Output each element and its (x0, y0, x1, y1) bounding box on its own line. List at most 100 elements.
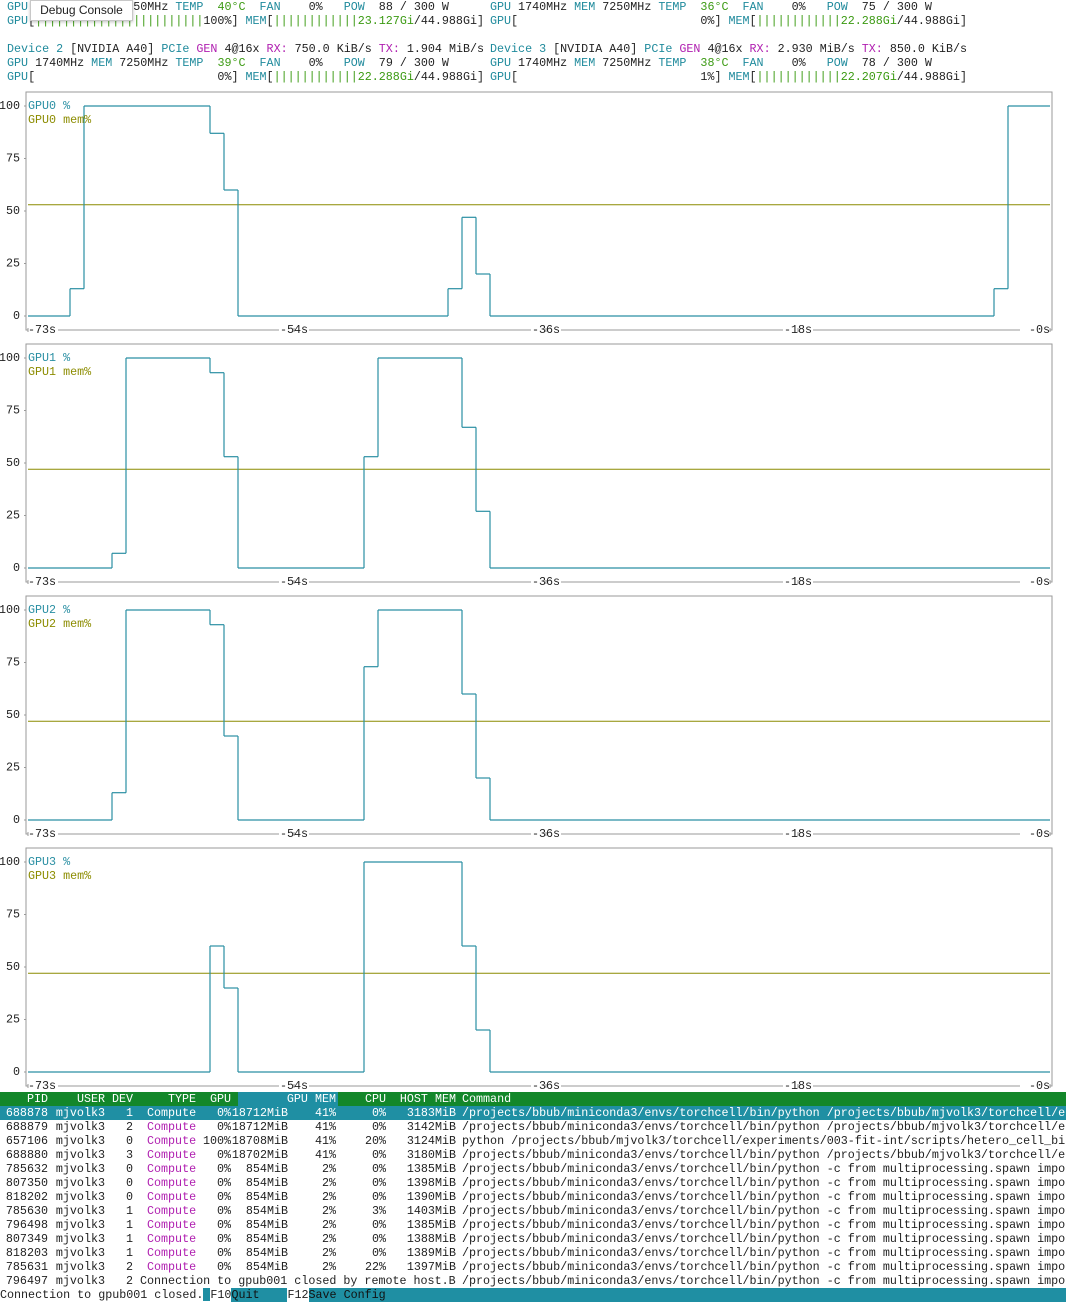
text-segment: 7250MHz (595, 56, 652, 70)
x-tick-label-bg (28, 576, 58, 588)
cell: 1 (125, 1106, 133, 1120)
cell: 807349 (5, 1232, 48, 1246)
x-tick-label: -0s (1029, 323, 1050, 337)
cell: 1 (125, 1204, 133, 1218)
cell: 3% (371, 1204, 386, 1218)
text-segment: POW (322, 56, 365, 70)
legend-mem: GPU2 mem% (28, 617, 92, 631)
cell: 2% (321, 1246, 336, 1260)
column-header: PID (26, 1092, 48, 1106)
cell: mjvolk3 (55, 1260, 105, 1274)
y-tick-label: 75 (6, 404, 20, 418)
x-tick-label-bg (28, 1080, 58, 1092)
process-row: 688880 mjvolk3 3 Compute 0% 18702MiB 41% 0% 3180… (0, 1148, 1066, 1162)
cell: 0% (371, 1246, 386, 1260)
text-segment: 0% (763, 0, 806, 14)
cell: 0% (371, 1162, 386, 1176)
cell: 0% (371, 1106, 386, 1120)
cell: 41% (314, 1148, 336, 1162)
text-segment: MEM (567, 0, 596, 14)
cell: 657106 (5, 1134, 48, 1148)
process-row: 807350 mjvolk3 0 Compute 0% 854MiB 2% 0% 1398MiB… (0, 1176, 1066, 1190)
cell: /projects/bbub/miniconda3/envs/torchcell… (462, 1190, 1066, 1204)
cell: 2% (321, 1218, 336, 1232)
cell: 0 (125, 1162, 133, 1176)
cell: 2% (321, 1232, 336, 1246)
cell: Compute (147, 1260, 197, 1274)
cell: 3 (125, 1148, 133, 1162)
x-tick-label: -0s (1029, 1079, 1050, 1092)
cell: /projects/bbub/miniconda3/envs/torchcell… (462, 1232, 1066, 1246)
key-name: F10 (210, 1288, 232, 1302)
column-header: DEV (111, 1092, 133, 1106)
cell: 785631 (5, 1260, 48, 1274)
cell: 688878 (5, 1106, 48, 1120)
cell: python /projects/bbub/mjvolk3/torchcell/… (462, 1134, 1066, 1148)
cell: /projects/bbub/miniconda3/envs/torchcell… (462, 1162, 1066, 1176)
cell: 785630 (5, 1204, 48, 1218)
key-name: F12 (287, 1288, 309, 1302)
table-header: PID USER DEV TYPE GPU GPU MEM CPU HOST MEM Comma… (0, 1092, 1066, 1106)
cell: Compute (147, 1176, 197, 1190)
text-segment: 88 / 300 W (364, 0, 449, 14)
device-line: GPU[ 0%] MEM[||||||||||||22.288Gi/44.988… (490, 14, 967, 28)
text-segment: 36°C (686, 0, 729, 14)
y-tick-label: 100 (0, 603, 20, 617)
cell: 18712MiB (231, 1106, 288, 1120)
text-segment: 38°C (686, 56, 729, 70)
cell: 0 (125, 1190, 133, 1204)
header-highlight (238, 1092, 338, 1106)
y-tick-label: 25 (6, 1013, 20, 1027)
cell: 1403MiB (406, 1204, 456, 1218)
text-segment: GPU (0, 0, 29, 14)
text-segment: [ (266, 70, 274, 84)
process-row: 785632 mjvolk3 0 Compute 0% 854MiB 2% 0% 1385MiB… (0, 1162, 1066, 1176)
cell: 854MiB (245, 1218, 288, 1232)
text-segment: TX: (854, 42, 883, 56)
text-segment: 22.288Gi (357, 70, 414, 84)
text-segment: PCIe (637, 42, 673, 56)
device-line: Device 3 [NVIDIA A40] PCIe GEN 4@16x RX:… (490, 42, 967, 56)
x-tick-label-bg (1020, 324, 1050, 336)
y-tick-label: 50 (6, 204, 20, 218)
cell: 796497 (5, 1274, 48, 1288)
text-segment: GPU (0, 70, 29, 84)
charts: 0 25 50 75 100 -73s -54s -36s -18s -0s GPU0 %GPU0 … (0, 91, 1053, 1092)
cell: /projects/bbub/miniconda3/envs/torchcell… (462, 1204, 1066, 1218)
cell: 0% (216, 1218, 231, 1232)
key-label: Quit (231, 1288, 288, 1302)
process-row: 688879 mjvolk3 2 Compute 0% 18712MiB 41% 0% 3142… (0, 1120, 1066, 1134)
cell: mjvolk3 (55, 1120, 105, 1134)
cell: /projects/bbub/miniconda3/envs/torchcell… (462, 1176, 1066, 1190)
text-segment: MEM (84, 56, 113, 70)
status-bar: Connection to gpub001 closed. F10Quit F12S… (0, 1288, 1066, 1302)
cell: 0% (371, 1218, 386, 1232)
cell: 1385MiB (406, 1218, 456, 1232)
x-tick-label: -73s (28, 827, 56, 841)
column-header: GPU (209, 1092, 231, 1106)
device-line: Device 2 [NVIDIA A40] PCIe GEN 4@16x RX:… (0, 42, 484, 56)
cell: 2 (125, 1260, 133, 1274)
y-tick-label: 50 (6, 960, 20, 974)
text-segment: MEM (238, 70, 267, 84)
text-segment: 750.0 KiB/s (287, 42, 372, 56)
column-header: TYPE (167, 1092, 196, 1106)
legend-util: GPU2 % (28, 603, 71, 617)
y-tick-label: 75 (6, 908, 20, 922)
text-segment: FAN (728, 56, 764, 70)
cell: /projects/bbub/miniconda3/envs/torchcell… (462, 1148, 1066, 1162)
y-tick-label: 25 (6, 509, 20, 523)
cell: 0% (216, 1106, 231, 1120)
legend-util: GPU3 % (28, 855, 71, 869)
text-segment: Device 3 (490, 42, 547, 56)
text-segment: 1%] (518, 70, 722, 84)
text-segment: /44.988Gi] (896, 14, 967, 28)
cell: 2% (321, 1162, 336, 1176)
cell: 2 (125, 1120, 133, 1134)
column-header: USER (76, 1092, 105, 1106)
y-tick-label: 0 (13, 1065, 20, 1079)
cell: 41% (314, 1120, 336, 1134)
y-tick-label: 50 (6, 708, 20, 722)
cell: mjvolk3 (55, 1232, 105, 1246)
